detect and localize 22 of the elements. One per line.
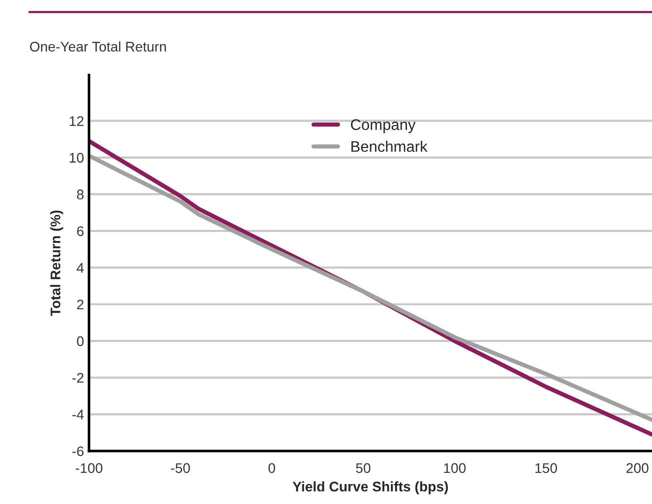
x-tick-label: 100 bbox=[444, 463, 466, 474]
chart-title: One-Year Total Return bbox=[30, 41, 166, 52]
y-tick-label: -4 bbox=[72, 410, 84, 420]
x-tick-label: -50 bbox=[170, 463, 190, 474]
x-tick-label: -100 bbox=[76, 463, 102, 474]
y-tick-label: 12 bbox=[70, 116, 84, 126]
x-tick-label: 150 bbox=[535, 463, 558, 474]
y-tick-label: 8 bbox=[77, 190, 84, 200]
y-tick-label: 0 bbox=[76, 336, 84, 346]
x-axis-title: Yield Curve Shifts (bps) bbox=[292, 481, 448, 494]
y-tick-label: -2 bbox=[72, 372, 84, 383]
y-tick-label: 2 bbox=[77, 300, 84, 310]
y-axis-title: Total Return (%) bbox=[50, 210, 64, 316]
legend-label: Benchmark bbox=[351, 140, 428, 152]
y-tick-label: -6 bbox=[72, 446, 84, 456]
y-tick-label: 4 bbox=[76, 263, 84, 273]
x-tick-label: 0 bbox=[268, 463, 276, 474]
y-tick-label: 6 bbox=[77, 226, 84, 236]
x-tick-label: 50 bbox=[356, 463, 370, 474]
x-tick-label: 200 bbox=[626, 463, 648, 474]
y-tick-label: 10 bbox=[70, 152, 84, 163]
legend-label: Company bbox=[350, 119, 416, 134]
